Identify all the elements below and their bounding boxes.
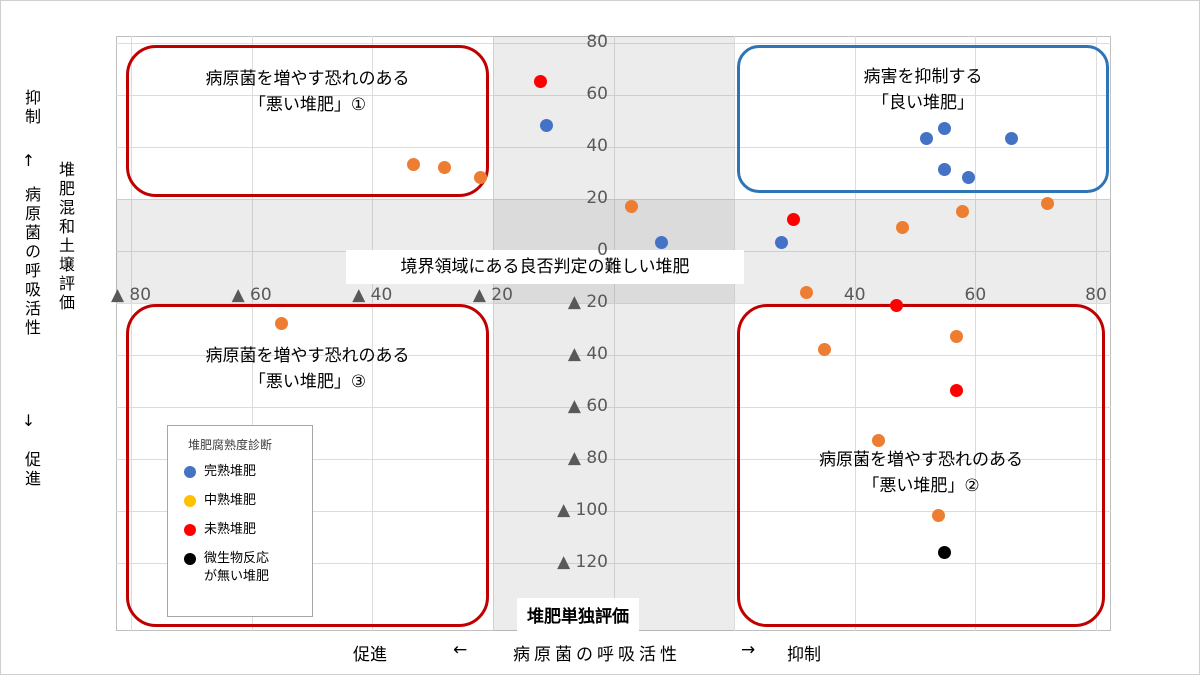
legend-swatch-icon [184, 523, 196, 536]
bad-compost-1-label: 病原菌を増やす恐れのある 「悪い堆肥」① [205, 69, 410, 116]
data-point [950, 329, 964, 343]
good-compost-label: 病害を抑制する 「良い堆肥」 [863, 67, 983, 114]
data-point [654, 236, 668, 250]
gridline-horizontal [116, 355, 1111, 356]
data-point [775, 236, 789, 250]
legend-label: 中熟堆肥 [204, 492, 257, 508]
gridline-horizontal [116, 459, 1111, 460]
y-axis-caption-promote: 促進 [22, 451, 41, 489]
bad-compost-3-box: 病原菌を増やす恐れのある 「悪い堆肥」③ [126, 304, 489, 627]
gridline-horizontal [116, 95, 1111, 96]
boundary-zone-label: 境界領域にある良否判定の難しい堆肥 [346, 250, 744, 284]
data-point [962, 171, 976, 185]
gridline-horizontal [116, 407, 1111, 408]
data-point [437, 160, 451, 174]
data-point [540, 119, 554, 133]
gridline-horizontal [116, 563, 1111, 564]
legend-item: 微生物反応 が無い堆肥 [184, 550, 304, 588]
x-axis-title-box: 堆肥単独評価 [517, 598, 639, 631]
x-axis-caption-promote: 促進 [353, 645, 387, 665]
y-tick-label: ▲ 120 [557, 552, 608, 572]
legend-items: 完熟堆肥中熟堆肥未熟堆肥微生物反応 が無い堆肥 [176, 463, 304, 587]
legend-swatch-icon [184, 552, 196, 565]
data-point [896, 220, 909, 234]
x-tick-label: 60 [964, 285, 987, 305]
data-point [1040, 197, 1054, 211]
data-point [473, 171, 487, 185]
y-axis-title-soil-evaluation: 堆肥混和土壌評価 [56, 161, 75, 313]
gridline-vertical [251, 36, 253, 631]
legend-label: 未熟堆肥 [204, 521, 257, 537]
arrow-right-icon: → [741, 640, 756, 660]
data-point [624, 199, 638, 213]
data-point [938, 545, 952, 559]
data-point [871, 433, 885, 447]
x-tick-label: ▲ 20 [472, 285, 513, 305]
x-axis-title-respiration: 病原菌の呼吸活性 [513, 645, 681, 665]
gridline-horizontal [116, 43, 1111, 44]
legend-item: 未熟堆肥 [184, 521, 304, 540]
y-axis-caption-suppress: 抑制 [22, 89, 41, 127]
y-tick-label: ▲ 40 [567, 344, 608, 364]
legend-swatch-icon [184, 466, 196, 478]
y-axis-title-respiration: 病原菌の呼吸活性 [22, 186, 41, 338]
gridline-horizontal [116, 147, 1111, 148]
data-point [920, 132, 934, 146]
legend-swatch-icon [184, 494, 196, 507]
legend-item: 完熟堆肥 [184, 463, 304, 482]
bad-compost-1-box: 病原菌を増やす恐れのある 「悪い堆肥」① [126, 45, 489, 197]
legend-title: 堆肥腐熟度診断 [188, 438, 273, 452]
gridline-vertical [854, 36, 856, 631]
gridline-vertical [975, 36, 977, 631]
data-point [932, 509, 946, 523]
y-tick-label: ▲ 80 [567, 448, 608, 468]
data-point [1004, 132, 1018, 146]
x-tick-label: 80 [1085, 285, 1107, 305]
y-tick-label: ▲ 100 [557, 500, 608, 520]
y-tick-label: 20 [586, 188, 608, 208]
bad-compost-2-box: 病原菌を増やす恐れのある 「悪い堆肥」② [737, 304, 1105, 627]
data-point [889, 298, 903, 312]
arrow-down-icon: ↓ [19, 411, 38, 433]
gridline-vertical [492, 36, 494, 631]
y-tick-label: ▲ 60 [567, 396, 608, 416]
legend-box: 堆肥腐熟度診断 完熟堆肥中熟堆肥未熟堆肥微生物反応 が無い堆肥 [167, 425, 313, 617]
legend-label: 完熟堆肥 [204, 464, 257, 479]
x-tick-label: ▲ 40 [352, 285, 393, 305]
arrow-left-icon: ← [453, 640, 468, 660]
bad-compost-3-label: 病原菌を増やす恐れのある 「悪い堆肥」③ [205, 346, 410, 393]
data-point [817, 342, 831, 356]
gridline-vertical [734, 36, 736, 631]
data-point [799, 285, 813, 299]
good-compost-box: 病害を抑制する 「良い堆肥」 [737, 45, 1109, 193]
data-point [950, 384, 964, 398]
x-tick-label: ▲ 80 [110, 285, 152, 305]
legend-label: 微生物反応 が無い堆肥 [204, 550, 270, 585]
gridline-horizontal [116, 199, 1111, 200]
data-point [407, 158, 421, 172]
arrow-up-icon: ↑ [19, 151, 38, 173]
data-point [938, 121, 952, 135]
data-point [534, 75, 548, 88]
boundary-band-vertical [492, 36, 735, 631]
y-tick-label: 40 [586, 136, 608, 156]
x-axis-caption-suppress: 抑制 [787, 645, 821, 665]
data-point [938, 163, 952, 177]
y-tick-label: 60 [586, 84, 608, 104]
gridline-vertical [372, 36, 374, 631]
legend-item: 中熟堆肥 [184, 492, 304, 511]
x-tick-label: 40 [843, 285, 866, 305]
data-point [274, 316, 288, 330]
y-tick-label: ▲ 20 [567, 292, 608, 312]
y-tick-label: 80 [586, 32, 608, 52]
data-point [787, 212, 801, 226]
y-tick-label: 0 [597, 240, 608, 260]
x-tick-label: ▲ 60 [231, 285, 272, 305]
gridline-horizontal [116, 303, 1111, 304]
gridline-horizontal [116, 511, 1111, 512]
data-point [956, 205, 970, 218]
gridline-vertical [613, 36, 615, 631]
bad-compost-2-label: 病原菌を増やす恐れのある 「悪い堆肥」② [819, 450, 1023, 497]
